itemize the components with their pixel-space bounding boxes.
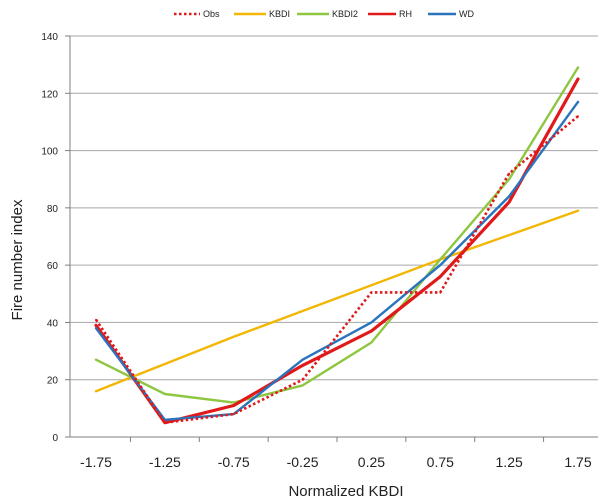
data-point-kbdi2 (370, 341, 373, 344)
x-tick-label: 0.75 (427, 454, 454, 470)
legend-item-kbdi2: KBDI2 (297, 9, 358, 19)
legend-label: RH (399, 9, 412, 19)
data-point-rh (577, 78, 579, 80)
data-point-kbdi2 (164, 393, 166, 395)
legend-label: WD (459, 9, 474, 19)
legend-label: Obs (203, 9, 220, 19)
data-point-obs (95, 318, 97, 321)
data-point-kbdi2 (95, 358, 97, 361)
data-point-obs (164, 421, 166, 424)
x-tick-label: -1.75 (80, 454, 112, 470)
y-axis-title: Fire number index (9, 199, 26, 320)
x-tick-label: -1.25 (149, 454, 181, 470)
y-tick-label: 140 (41, 32, 58, 43)
data-point-obs (301, 378, 304, 381)
data-point-wd (370, 321, 373, 324)
legend-item-rh: RH (368, 9, 412, 19)
x-tick-label: -0.25 (287, 454, 319, 470)
legend-label: KBDI (269, 9, 290, 19)
data-point-kbdi2 (577, 66, 579, 69)
series-line-rh (94, 77, 580, 425)
y-tick-label: 40 (47, 318, 59, 329)
y-tick-label: 0 (52, 433, 58, 444)
legend-label: KBDI2 (332, 9, 358, 19)
y-tick-label: 20 (47, 376, 59, 387)
y-tick-label: 80 (47, 204, 59, 215)
y-tick-label: 120 (41, 89, 58, 100)
data-point-obs (232, 413, 235, 415)
x-tick-labels: -1.75 -1.25 -0.75 -0.25 0.25 0.75 1.25 1.75 (80, 454, 592, 470)
data-point-wd (439, 264, 442, 266)
data-point-kbdi (370, 284, 373, 287)
data-point-obs (508, 172, 510, 175)
data-point-rh (301, 364, 304, 367)
data-point-rh (508, 201, 510, 204)
series-line-wd (94, 100, 580, 421)
axes (65, 35, 598, 442)
data-point-kbdi (232, 335, 235, 338)
data-point-rh (439, 275, 442, 278)
x-tick-label: -0.75 (218, 454, 250, 470)
y-tick-label: 100 (41, 147, 58, 158)
data-point-kbdi (301, 310, 304, 312)
data-point-wd (508, 195, 510, 198)
data-point-kbdi2 (508, 178, 510, 181)
data-point-kbdi2 (439, 258, 442, 261)
data-point-obs (370, 291, 373, 294)
data-point-obs (577, 115, 579, 118)
x-tick-label: 0.25 (358, 454, 385, 470)
x-tick-label: 1.25 (496, 454, 523, 470)
legend: Obs KBDI KBDI2 RH WD (174, 9, 474, 19)
series-line-obs (94, 115, 579, 425)
series-lines (94, 66, 580, 425)
data-point-rh (370, 330, 373, 332)
legend-item-wd: WD (428, 9, 474, 19)
data-point-wd (301, 358, 304, 361)
data-point-kbdi (95, 390, 97, 393)
y-tick-label: 60 (47, 261, 59, 272)
data-point-wd (95, 327, 97, 330)
x-tick-label: 1.75 (564, 454, 591, 470)
legend-item-kbdi: KBDI (234, 9, 290, 19)
data-point-kbdi (508, 234, 510, 237)
data-point-kbdi2 (232, 401, 235, 404)
data-point-rh (232, 404, 235, 407)
data-point-kbdi2 (301, 384, 304, 387)
gridlines (70, 35, 598, 381)
data-point-kbdi (164, 363, 166, 365)
data-point-obs (439, 291, 442, 294)
y-tick-labels: 0 20 40 60 80 100 120 140 (41, 32, 58, 444)
x-axis-title: Normalized KBDI (288, 483, 403, 500)
data-point-kbdi (577, 209, 579, 212)
data-point-wd (577, 101, 579, 103)
legend-item-obs: Obs (174, 9, 220, 19)
series-line-kbdi (94, 209, 580, 393)
data-point-rh (95, 324, 97, 327)
